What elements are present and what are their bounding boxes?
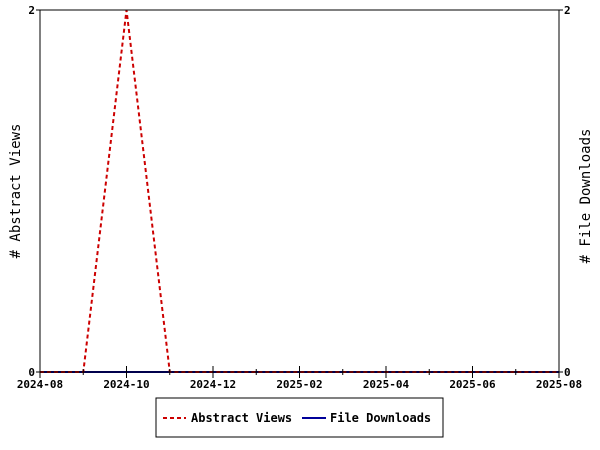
x-tick-label: 2024-12 [190, 378, 236, 391]
x-axis: 2024-08 2024-10 2024-12 2025-02 2025-04 2025-… [17, 366, 582, 391]
legend-label-abstract-views: Abstract Views [191, 411, 292, 425]
series-line-abstract-views [40, 9, 559, 373]
legend-label-file-downloads: File Downloads [330, 411, 431, 425]
y-axis-right: 02 [559, 4, 571, 379]
legend-box [155, 397, 444, 438]
plot-frame [39, 9, 560, 373]
y-left-tick-label: 2 [28, 4, 35, 17]
legend: Abstract Views File Downloads [155, 397, 444, 438]
x-tick-label: 2024-10 [103, 378, 149, 391]
y-left-tick-label: 0 [28, 366, 35, 379]
plot-area [40, 9, 559, 373]
y-right-tick-label: 2 [564, 4, 571, 17]
x-tick-label: 2025-04 [363, 378, 410, 391]
y-axis-left: 02 [28, 4, 40, 379]
x-tick-label: 2024-08 [17, 378, 63, 391]
y-axis-left-title: # Abstract Views [8, 124, 24, 259]
x-tick-label: 2025-02 [276, 378, 322, 391]
y-axis-right-title: # File Downloads [578, 129, 594, 264]
y-right-tick-label: 0 [564, 366, 571, 379]
x-tick-label: 2025-06 [449, 378, 496, 391]
x-tick-label: 2025-08 [536, 378, 582, 391]
